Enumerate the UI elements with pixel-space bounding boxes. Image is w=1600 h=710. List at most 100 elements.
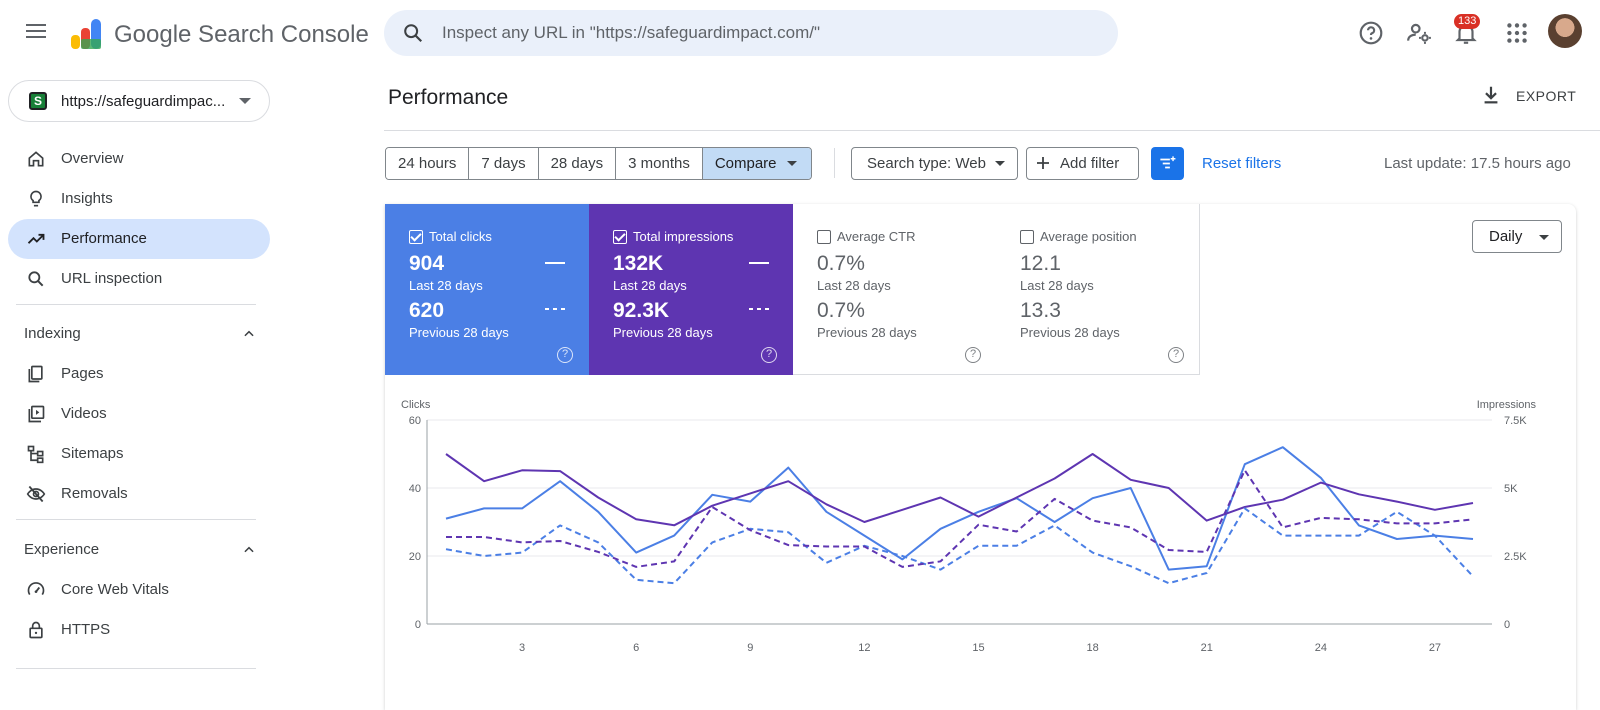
sidebar: S https://safeguardimpac... Overview Ins… (0, 66, 280, 681)
help-icon[interactable]: ? (965, 347, 981, 363)
sidebar-item-pages[interactable]: Pages (8, 354, 270, 394)
pages-icon (28, 365, 43, 383)
reset-filters-link[interactable]: Reset filters (1202, 155, 1282, 172)
metric-card-total-clicks[interactable]: Total clicks 904 Last 28 days 620 Previo… (385, 204, 589, 375)
x-tick-label: 15 (972, 642, 984, 654)
section-title: Indexing (24, 325, 81, 342)
metric-value: 12.1 (1020, 252, 1061, 275)
y-tick-label: 60 (409, 415, 421, 427)
range-7-days[interactable]: 7 days (469, 148, 539, 179)
x-tick-label: 12 (858, 642, 870, 654)
videos-icon (28, 405, 45, 423)
y2-axis-label: Impressions (1477, 399, 1537, 411)
metric-card-total-impressions[interactable]: Total impressions 132K Last 28 days 92.3… (589, 204, 793, 375)
y-tick-label: 40 (409, 483, 421, 495)
search-console-logo (71, 19, 101, 49)
sidebar-item-label: Insights (61, 190, 113, 207)
section-title: Experience (24, 541, 100, 558)
filter-settings-button[interactable] (1151, 147, 1184, 180)
toolbar-separator (834, 148, 835, 178)
legend-solid-line (749, 262, 769, 264)
help-icon[interactable]: ? (761, 347, 777, 363)
metric-checkbox[interactable] (1020, 230, 1034, 244)
last-update-text: Last update: 17.5 hours ago (1384, 155, 1571, 172)
sidebar-item-label: Core Web Vitals (61, 581, 169, 598)
sidebar-item-label: Overview (61, 150, 124, 167)
range-24-hours[interactable]: 24 hours (386, 148, 470, 179)
metric-previous-value: 620 (409, 299, 445, 322)
x-tick-label: 21 (1201, 642, 1213, 654)
help-icon[interactable] (1358, 20, 1384, 46)
sitemaps-icon (27, 445, 44, 464)
metric-card-average-position[interactable]: Average position 12.1 Last 28 days 13.3 … (996, 204, 1200, 375)
sidebar-item-overview[interactable]: Overview (8, 139, 270, 179)
export-button[interactable]: EXPORT (1480, 84, 1576, 106)
search-type-dropdown[interactable]: Search type: Web (851, 147, 1018, 180)
legend-dashed-line (545, 308, 565, 310)
sidebar-item-https[interactable]: HTTPS (8, 610, 270, 650)
legend-solid-line (545, 262, 565, 264)
metric-checkbox[interactable] (613, 230, 627, 244)
property-selector[interactable]: S https://safeguardimpac... (8, 80, 270, 122)
gauge-icon (27, 582, 45, 596)
page-title: Performance (388, 86, 509, 109)
help-icon[interactable]: ? (557, 347, 573, 363)
y2-tick-label: 2.5K (1504, 551, 1527, 563)
sidebar-item-removals[interactable]: Removals (8, 474, 270, 514)
chevron-up-icon (244, 330, 254, 337)
apps-grid-icon[interactable] (1504, 20, 1530, 46)
url-inspect-input[interactable] (442, 10, 1092, 56)
performance-panel: Total clicks 904 Last 28 days 620 Previo… (385, 204, 1576, 710)
metric-card-average-ctr[interactable]: Average CTR 0.7% Last 28 days 0.7% Previ… (793, 204, 997, 375)
series-line-1 (445, 453, 1474, 527)
compare-dropdown[interactable]: Compare (702, 148, 811, 179)
sidebar-item-insights[interactable]: Insights (8, 179, 270, 219)
add-filter-button[interactable]: Add filter (1026, 147, 1139, 180)
metric-value: 0.7% (817, 252, 865, 275)
y2-tick-label: 7.5K (1504, 415, 1527, 427)
metric-period-label: Last 28 days (817, 278, 891, 293)
y2-tick-label: 0 (1504, 619, 1510, 631)
url-inspect-search[interactable] (384, 10, 1118, 56)
sidebar-item-label: URL inspection (61, 270, 163, 287)
sidebar-item-sitemaps[interactable]: Sitemaps (8, 434, 270, 474)
sidebar-item-label: HTTPS (61, 621, 111, 638)
metric-period-label: Last 28 days (409, 278, 483, 293)
x-tick-label: 9 (747, 642, 753, 654)
metric-previous-label: Previous 28 days (409, 325, 509, 340)
metric-previous-value: 13.3 (1020, 299, 1061, 322)
home-icon (28, 151, 44, 167)
account-avatar[interactable] (1548, 14, 1582, 48)
sidebar-item-core-web-vitals[interactable]: Core Web Vitals (8, 570, 270, 610)
range-3-months[interactable]: 3 months (616, 148, 703, 179)
section-indexing-header[interactable]: Indexing (24, 319, 264, 349)
metric-checkbox[interactable] (409, 230, 423, 244)
sidebar-item-videos[interactable]: Videos (8, 394, 270, 434)
manage-user-icon[interactable] (1406, 20, 1432, 46)
legend-dashed-line (749, 308, 769, 310)
x-tick-label: 18 (1087, 642, 1099, 654)
plus-icon (1037, 157, 1049, 169)
sidebar-divider (16, 519, 256, 520)
range-28-days[interactable]: 28 days (538, 148, 617, 179)
x-tick-label: 6 (633, 642, 639, 654)
help-icon[interactable]: ? (1168, 347, 1184, 363)
series-line-2 (445, 507, 1474, 585)
x-tick-label: 24 (1315, 642, 1327, 654)
sidebar-item-performance[interactable]: Performance (8, 219, 270, 259)
section-experience-header[interactable]: Experience (24, 535, 264, 565)
metric-period-label: Last 28 days (613, 278, 687, 293)
metric-checkbox[interactable] (817, 230, 831, 244)
property-favicon: S (29, 92, 47, 110)
sidebar-item-url-inspection[interactable]: URL inspection (8, 259, 270, 299)
metric-previous-label: Previous 28 days (613, 325, 713, 340)
main-menu-icon[interactable] (22, 20, 50, 44)
lightbulb-icon (30, 190, 42, 207)
granularity-dropdown[interactable]: Daily (1472, 220, 1562, 253)
series-line-3 (446, 469, 1474, 568)
header-divider (384, 130, 1600, 131)
sidebar-divider (16, 304, 256, 305)
removals-icon (26, 485, 46, 503)
app-brand: Google Search Console (114, 21, 369, 48)
chevron-down-icon (786, 161, 797, 166)
